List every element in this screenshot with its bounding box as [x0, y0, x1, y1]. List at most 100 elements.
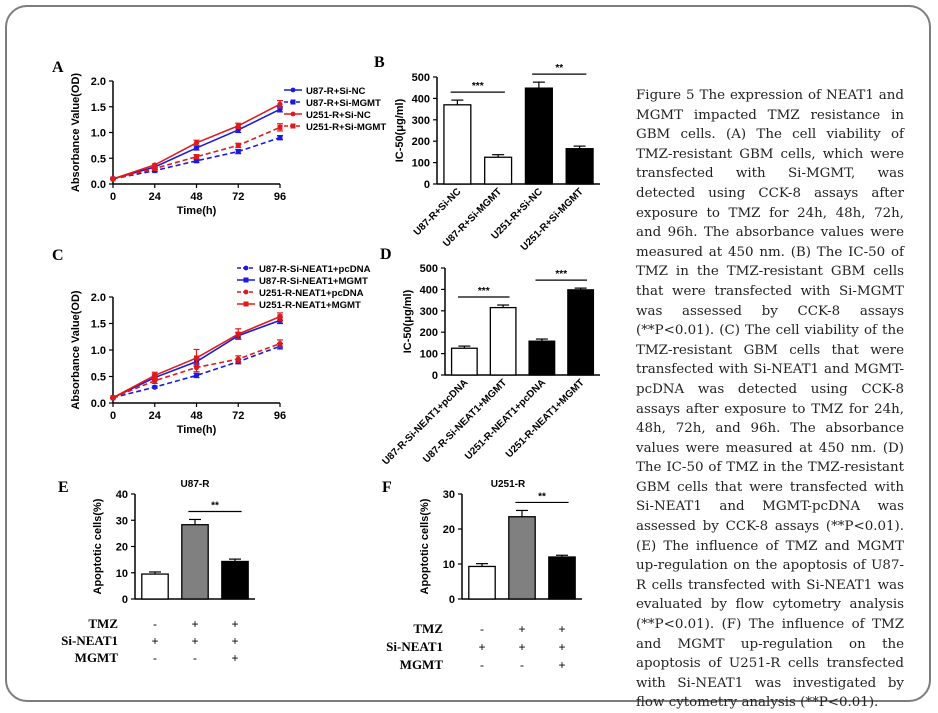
panel-title: U87-R — [181, 479, 211, 490]
legend-label: U87-R-Si-NEAT1+pcDNA — [259, 264, 371, 275]
y-axis-label: IC-50(μg/ml) — [394, 98, 406, 162]
condition-label: TMZ — [413, 621, 443, 636]
data-point — [193, 372, 200, 379]
legend-label: U251-R-NEAT1+MGMT — [259, 300, 361, 311]
legend-label: U87-R+Si-NC — [306, 86, 366, 97]
condition-label: MGMT — [75, 650, 119, 665]
y-tick-label: 1.5 — [91, 102, 106, 114]
x-tick-label: 48 — [190, 191, 202, 203]
figure-caption: Figure 5 The expression of NEAT1 and MGM… — [636, 88, 904, 711]
y-axis-label: Absorbance Value(OD) — [70, 73, 82, 193]
y-tick-label: 2.0 — [91, 76, 106, 88]
y-tick-label: 0 — [122, 594, 128, 606]
y-tick-label: 10 — [443, 559, 455, 571]
y-tick-label: 500 — [412, 72, 430, 84]
legend-marker — [243, 289, 249, 295]
legend-marker — [290, 111, 296, 117]
y-tick-label: 10 — [116, 568, 128, 580]
x-axis-label: U251-R — [491, 479, 526, 490]
panel-letter: A — [52, 59, 64, 76]
chart-panel-a: A 0.0 0.5 1.0 1.5 2.0 0 24 48 72 96 Time(h) Absorban… — [52, 59, 386, 217]
data-point — [277, 124, 283, 130]
y-tick-label: 0.0 — [91, 179, 106, 191]
condition-mark: - — [153, 617, 157, 631]
legend-marker — [290, 123, 296, 129]
y-axis-label: Apoptotic cells(%) — [92, 498, 104, 594]
series-line — [112, 126, 281, 180]
y-tick-label: 30 — [443, 489, 455, 501]
y-tick-label: 1.0 — [91, 128, 106, 140]
legend-label: U87-R+Si-MGMT — [306, 98, 381, 109]
significance-label: ** — [555, 63, 563, 74]
data-point — [235, 331, 241, 337]
legend-marker — [290, 87, 296, 93]
bar — [567, 289, 595, 376]
legend-marker — [243, 277, 249, 283]
condition-mark: + — [478, 640, 485, 654]
x-tick-label: 72 — [232, 410, 244, 422]
bar — [181, 524, 209, 600]
series-line — [112, 345, 281, 399]
significance-label: ** — [538, 491, 546, 502]
condition-mark: + — [231, 617, 238, 631]
bar — [221, 560, 249, 600]
condition-mark: + — [191, 634, 198, 648]
category-label: U251-R-NEAT1+MGMT — [504, 377, 587, 460]
y-tick-label: 0.5 — [91, 372, 106, 384]
data-point — [235, 123, 241, 129]
chart-panel-e: E 0 10 20 30 40 Apoptotic cells(%) ** TMZ - + + Si-N… — [58, 479, 255, 665]
data-point — [235, 149, 241, 155]
data-point — [193, 140, 200, 146]
bar — [524, 87, 553, 185]
y-tick-label: 200 — [412, 136, 430, 148]
y-axis-label: Apoptotic cells(%) — [419, 498, 431, 594]
bar — [489, 306, 517, 376]
bar — [468, 565, 496, 600]
y-tick-label: 0.5 — [91, 153, 106, 165]
condition-mark: - — [520, 658, 524, 672]
condition-label: TMZ — [88, 616, 118, 631]
y-tick-label: 300 — [420, 306, 438, 318]
y-tick-label: 300 — [412, 115, 430, 127]
condition-mark: + — [191, 617, 198, 631]
panel-letter: F — [382, 479, 392, 496]
data-point — [110, 176, 116, 182]
condition-mark: + — [558, 658, 565, 672]
x-axis-label: Time(h) — [177, 424, 217, 436]
y-tick-label: 2.0 — [91, 292, 106, 304]
legend-marker — [243, 265, 249, 271]
x-tick-label: 72 — [232, 191, 244, 203]
condition-mark: - — [480, 658, 484, 672]
panel-letter: B — [374, 54, 385, 71]
y-tick-label: 100 — [412, 158, 430, 170]
y-tick-label: 0 — [424, 179, 430, 191]
bar — [548, 556, 576, 600]
legend-label: U251-R+Si-NC — [306, 110, 371, 121]
condition-label: MGMT — [400, 657, 444, 672]
condition-mark: - — [193, 651, 197, 665]
chart-panel-c: C 0.0 0.5 1.0 1.5 2.0 0 24 48 72 96 Time(h) Absorban… — [52, 247, 371, 436]
bar — [565, 148, 594, 185]
condition-mark: + — [151, 634, 158, 648]
legend-marker — [243, 301, 249, 307]
y-tick-label: 0 — [449, 594, 455, 606]
bar — [528, 340, 556, 376]
x-axis-label: Time(h) — [177, 205, 217, 217]
x-tick-label: 0 — [110, 410, 116, 422]
data-point — [152, 166, 158, 172]
y-tick-label: 20 — [443, 524, 455, 536]
condition-label: Si-NEAT1 — [61, 633, 118, 648]
data-point — [110, 395, 116, 401]
condition-mark: + — [231, 651, 238, 665]
y-tick-label: 0.0 — [91, 398, 106, 410]
y-tick-label: 1.5 — [91, 319, 106, 331]
y-tick-label: 20 — [116, 542, 128, 554]
panel-letter: D — [380, 246, 392, 263]
legend-label: U251-R-NEAT1+pcDNA — [259, 288, 364, 299]
y-tick-label: 100 — [420, 349, 438, 361]
legend-label: U87-R-Si-NEAT1+MGMT — [259, 276, 368, 287]
legend-marker — [290, 99, 296, 105]
significance-label: *** — [472, 81, 484, 92]
y-axis-label: IC-50(μg/ml) — [402, 289, 414, 353]
